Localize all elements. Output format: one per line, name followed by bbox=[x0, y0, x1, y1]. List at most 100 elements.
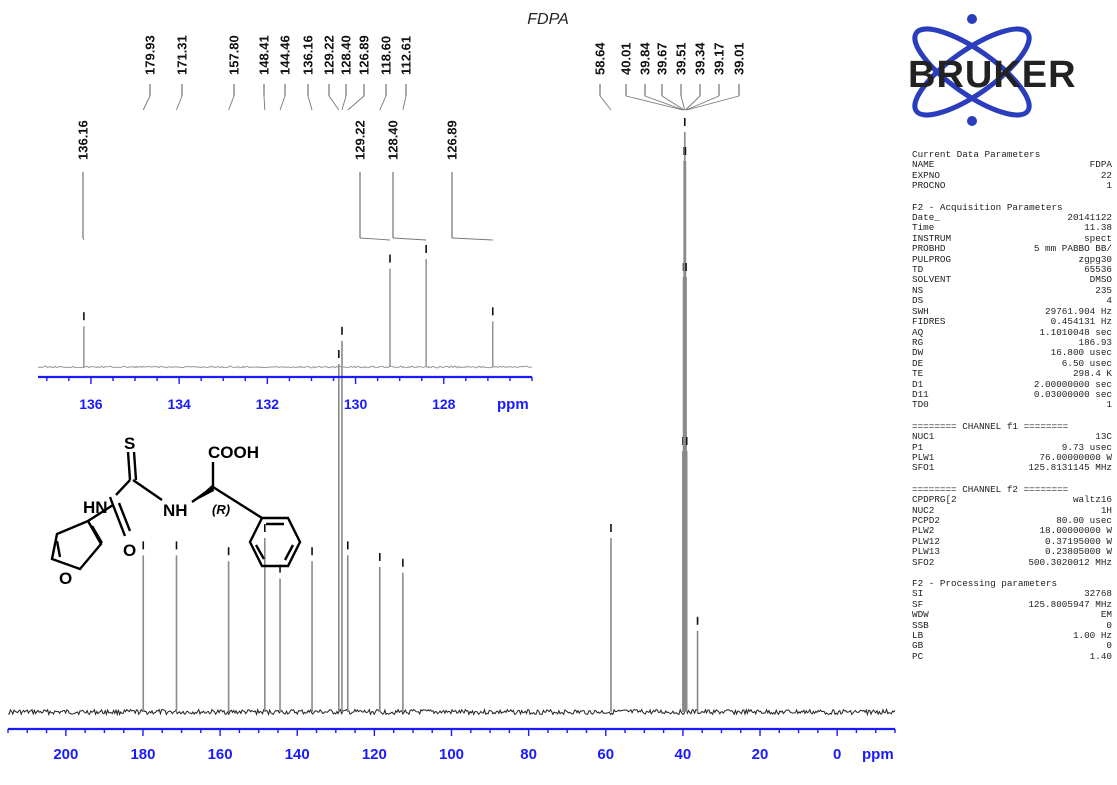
param-key: SFO2 bbox=[912, 556, 935, 568]
param-key: DW bbox=[912, 347, 924, 359]
param-value: 125.8131145 MHz bbox=[1028, 462, 1112, 474]
param-key: PULPROG bbox=[912, 253, 952, 265]
furan-oxygen-label: O bbox=[59, 569, 72, 588]
inset-peak-labels: 136.16 129.22 128.40 126.89 bbox=[76, 120, 493, 241]
param-key: FIDRES bbox=[912, 316, 946, 328]
param-value: 1.40 bbox=[1089, 650, 1112, 662]
molecule-structure bbox=[50, 451, 302, 571]
nh-label: NH bbox=[163, 501, 188, 520]
param-row: NUC1 13C bbox=[912, 431, 1112, 443]
sulfur-label: S bbox=[124, 434, 135, 453]
param-value: 32768 bbox=[1084, 588, 1112, 600]
peak-label-group: 118.60 bbox=[379, 36, 394, 111]
peak-label: 129.22 bbox=[353, 120, 368, 160]
param-key: NUC1 bbox=[912, 431, 935, 443]
peak-label: 39.01 bbox=[732, 42, 747, 75]
peak-label: 39.67 bbox=[655, 42, 670, 75]
param-row: NS 235 bbox=[912, 284, 1112, 296]
param-key: EXPNO bbox=[912, 169, 940, 181]
param-value: 1 bbox=[1106, 399, 1112, 411]
param-row: RG 186.93 bbox=[912, 337, 1112, 348]
x-axis-unit-label: ppm bbox=[497, 396, 529, 413]
atom-orbit-icon bbox=[912, 14, 1032, 126]
param-value: zgpg30 bbox=[1078, 253, 1112, 265]
label-leader bbox=[176, 95, 183, 111]
param-value: 6.50 usec bbox=[1061, 357, 1112, 369]
inset-x-axis: 136 134 132 130 128 ppm bbox=[38, 375, 533, 413]
label-leader bbox=[347, 95, 365, 111]
param-value: 0.03000000 sec bbox=[1033, 388, 1112, 400]
param-row: PROCNO 1 bbox=[912, 180, 1112, 191]
label-leader bbox=[142, 95, 151, 111]
param-row: SWH 29761.904 Hz bbox=[912, 305, 1112, 317]
peak-label: 40.01 bbox=[619, 42, 634, 75]
param-section-title: ======== CHANNEL f1 ======== bbox=[912, 420, 1069, 432]
param-value: 80.00 usec bbox=[1056, 515, 1112, 526]
label-leader bbox=[686, 95, 740, 111]
param-row: SFO2 500.3020012 MHz bbox=[912, 556, 1112, 568]
param-row: FIDRES 0.454131 Hz bbox=[912, 316, 1112, 328]
param-value: 0.454131 Hz bbox=[1050, 316, 1112, 328]
param-key: TE bbox=[912, 368, 924, 380]
param-section-title: Current Data Parameters bbox=[912, 149, 1041, 160]
label-leader bbox=[451, 237, 493, 241]
x-tick-label: 130 bbox=[344, 396, 368, 412]
peak-label-group: 39.01 bbox=[686, 42, 747, 111]
inset-spectrum-trace bbox=[37, 245, 533, 369]
param-key: DE bbox=[912, 357, 924, 369]
x-tick-label: 134 bbox=[167, 396, 191, 412]
label-leader bbox=[599, 95, 612, 111]
param-row: Time 11.38 bbox=[912, 223, 1112, 234]
peak-label: 128.40 bbox=[386, 120, 401, 160]
peak-label-group: 128.40 bbox=[339, 35, 354, 111]
param-key: NS bbox=[912, 284, 924, 296]
param-value: 9.73 usec bbox=[1061, 441, 1112, 453]
label-leader bbox=[402, 95, 407, 111]
label-leader bbox=[359, 237, 391, 241]
peak-label: 58.64 bbox=[593, 42, 608, 75]
peak-label: 129.22 bbox=[322, 35, 337, 75]
x-tick-label: 20 bbox=[752, 746, 769, 763]
param-row: TD 65536 bbox=[912, 264, 1112, 275]
param-key: AQ bbox=[912, 326, 924, 338]
main-peak-labels: 179.93 171.31 157.80 148.41 144.46 136.16 129.… bbox=[142, 35, 747, 111]
param-key: PLW2 bbox=[912, 525, 935, 537]
param-row: PROBHD 5 mm PABBO BB/ bbox=[912, 243, 1112, 254]
peak-label-group: 39.34 bbox=[685, 42, 708, 111]
peak-label: 126.89 bbox=[445, 120, 460, 160]
peak-label: 39.84 bbox=[638, 42, 653, 75]
peak-label: 136.16 bbox=[301, 35, 316, 75]
param-value: 1H bbox=[1100, 504, 1112, 516]
param-value: 298.4 K bbox=[1072, 368, 1112, 380]
peak-label-group: 129.22 bbox=[322, 35, 340, 111]
peak-label-group: 171.31 bbox=[175, 35, 190, 111]
x-tick-label: 140 bbox=[285, 746, 310, 763]
param-value: waltz16 bbox=[1072, 494, 1112, 506]
param-value: 4 bbox=[1106, 295, 1112, 307]
baseline-noise bbox=[37, 365, 533, 369]
hn-label: HN bbox=[83, 498, 108, 517]
param-row: EXPNO 22 bbox=[912, 169, 1112, 181]
x-tick-label: 120 bbox=[362, 746, 387, 763]
peak-label-group: 144.46 bbox=[278, 35, 293, 111]
param-value: 0 bbox=[1106, 619, 1112, 631]
param-value: 500.3020012 MHz bbox=[1028, 556, 1112, 568]
param-value: EM bbox=[1100, 609, 1112, 621]
peak-label: 157.80 bbox=[227, 35, 242, 75]
param-row: SSB 0 bbox=[912, 619, 1112, 631]
param-key: DS bbox=[912, 295, 924, 307]
param-value: 29761.904 Hz bbox=[1045, 305, 1112, 317]
param-key: SF bbox=[912, 598, 924, 610]
param-key: D1 bbox=[912, 378, 924, 390]
param-row: PLW13 0.23805000 W bbox=[912, 546, 1112, 557]
param-key: NUC2 bbox=[912, 504, 935, 516]
label-leader bbox=[228, 95, 235, 111]
stereo-wedge-bond bbox=[193, 484, 214, 502]
peak-label: 136.16 bbox=[76, 120, 91, 160]
param-key: P1 bbox=[912, 441, 924, 453]
peak-label: 39.17 bbox=[712, 42, 727, 75]
label-leader bbox=[82, 237, 85, 241]
peak-label-group: 40.01 bbox=[619, 42, 683, 111]
param-key: SI bbox=[912, 588, 924, 600]
